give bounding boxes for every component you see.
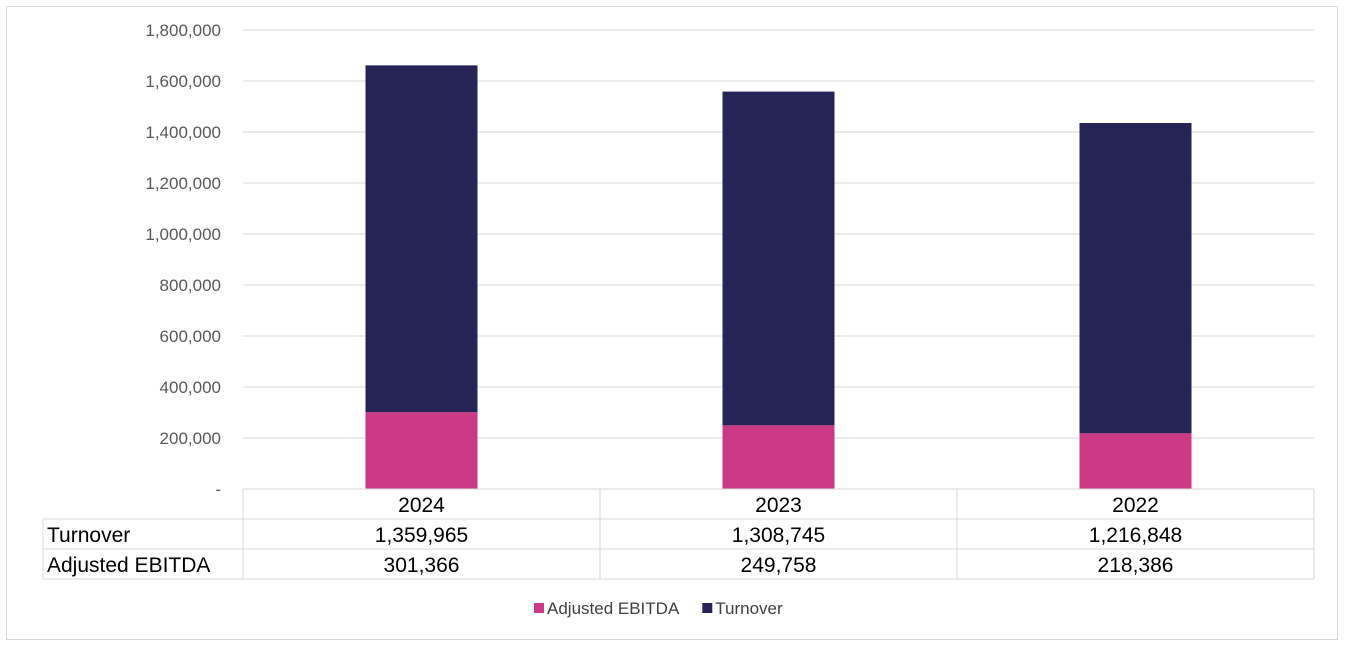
y-tick-label: 1,200,000 [145, 174, 221, 193]
table-cell-value: 249,758 [741, 554, 817, 577]
legend-label: Adjusted EBITDA [547, 599, 680, 618]
y-tick-label: 1,400,000 [145, 123, 221, 142]
y-tick-label: 1,600,000 [145, 72, 221, 91]
y-tick-label: 800,000 [160, 276, 221, 295]
y-tick-label: 1,800,000 [145, 21, 221, 40]
bar-turnover-2022 [1079, 123, 1192, 434]
bar-turnover-2024 [365, 65, 478, 413]
bar-adjusted-ebitda-2023 [722, 425, 835, 489]
table-cell-value: 301,366 [384, 554, 460, 577]
bar-adjusted-ebitda-2022 [1079, 433, 1192, 489]
data-table: 2024 2023 2022 Turnover 1,359,965 1,308,745 1,… [42, 488, 1315, 580]
y-tick-label: 200,000 [160, 429, 221, 448]
y-tick-label: 600,000 [160, 327, 221, 346]
legend-label: Turnover [715, 599, 783, 618]
category-label: 2022 [1112, 494, 1159, 517]
legend-swatch [702, 603, 713, 613]
table-cell-value: 1,216,848 [1089, 524, 1182, 547]
y-tick-label: 400,000 [160, 378, 221, 397]
table-row-label: Turnover [47, 524, 130, 547]
y-tick-label: 1,000,000 [145, 225, 221, 244]
y-tick-label: - [215, 480, 221, 499]
table-cell-value: 1,359,965 [375, 524, 468, 547]
category-label: 2023 [755, 494, 802, 517]
legend-swatch [534, 603, 544, 613]
y-axis-ticks: - 200,000 400,000 600,000 800,000 1,000,000 1,… [145, 21, 221, 499]
bar-turnover-2023 [722, 91, 835, 426]
table-cell-value: 218,386 [1098, 554, 1174, 577]
bars [365, 65, 1192, 489]
chart-frame [6, 6, 1338, 640]
legend: Adjusted EBITDA Turnover [534, 599, 783, 618]
bar-adjusted-ebitda-2024 [365, 412, 478, 489]
category-label: 2024 [398, 494, 445, 517]
table-cell-value: 1,308,745 [732, 524, 825, 547]
table-row-label: Adjusted EBITDA [47, 554, 210, 577]
